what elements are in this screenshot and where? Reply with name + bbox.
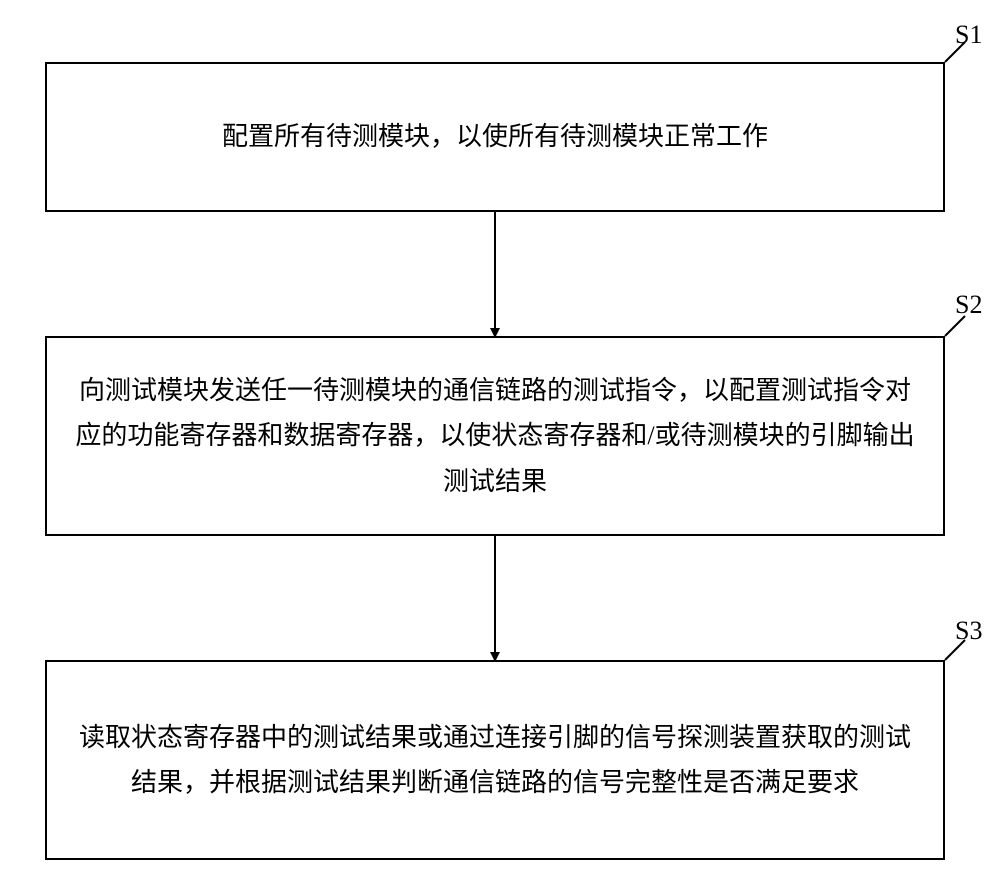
node-s2-text: 向测试模块发送任一待测模块的通信链路的测试指令，以配置测试指令对应的功能寄存器和… — [75, 368, 915, 505]
flowchart-canvas: 配置所有待测模块，以使所有待测模块正常工作 S1 向测试模块发送任一待测模块的通… — [0, 0, 1000, 881]
label-s2: S2 — [955, 290, 982, 320]
node-s1-text: 配置所有待测模块，以使所有待测模块正常工作 — [222, 114, 768, 160]
node-s3-text: 读取状态寄存器中的测试结果或通过连接引脚的信号探测装置获取的测试结果，并根据测试… — [75, 715, 915, 806]
label-s1: S1 — [955, 20, 982, 50]
node-s1: 配置所有待测模块，以使所有待测模块正常工作 — [45, 62, 945, 212]
node-s2: 向测试模块发送任一待测模块的通信链路的测试指令，以配置测试指令对应的功能寄存器和… — [45, 336, 945, 536]
label-s3: S3 — [955, 616, 982, 646]
node-s3: 读取状态寄存器中的测试结果或通过连接引脚的信号探测装置获取的测试结果，并根据测试… — [45, 660, 945, 860]
